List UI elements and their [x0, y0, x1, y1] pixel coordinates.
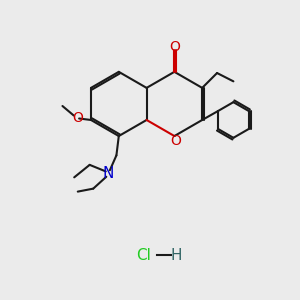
Text: N: N — [102, 166, 114, 181]
Text: H: H — [170, 248, 182, 263]
Text: O: O — [169, 40, 180, 54]
Text: Cl: Cl — [136, 248, 152, 263]
Text: O: O — [170, 134, 181, 148]
Text: O: O — [73, 111, 83, 125]
